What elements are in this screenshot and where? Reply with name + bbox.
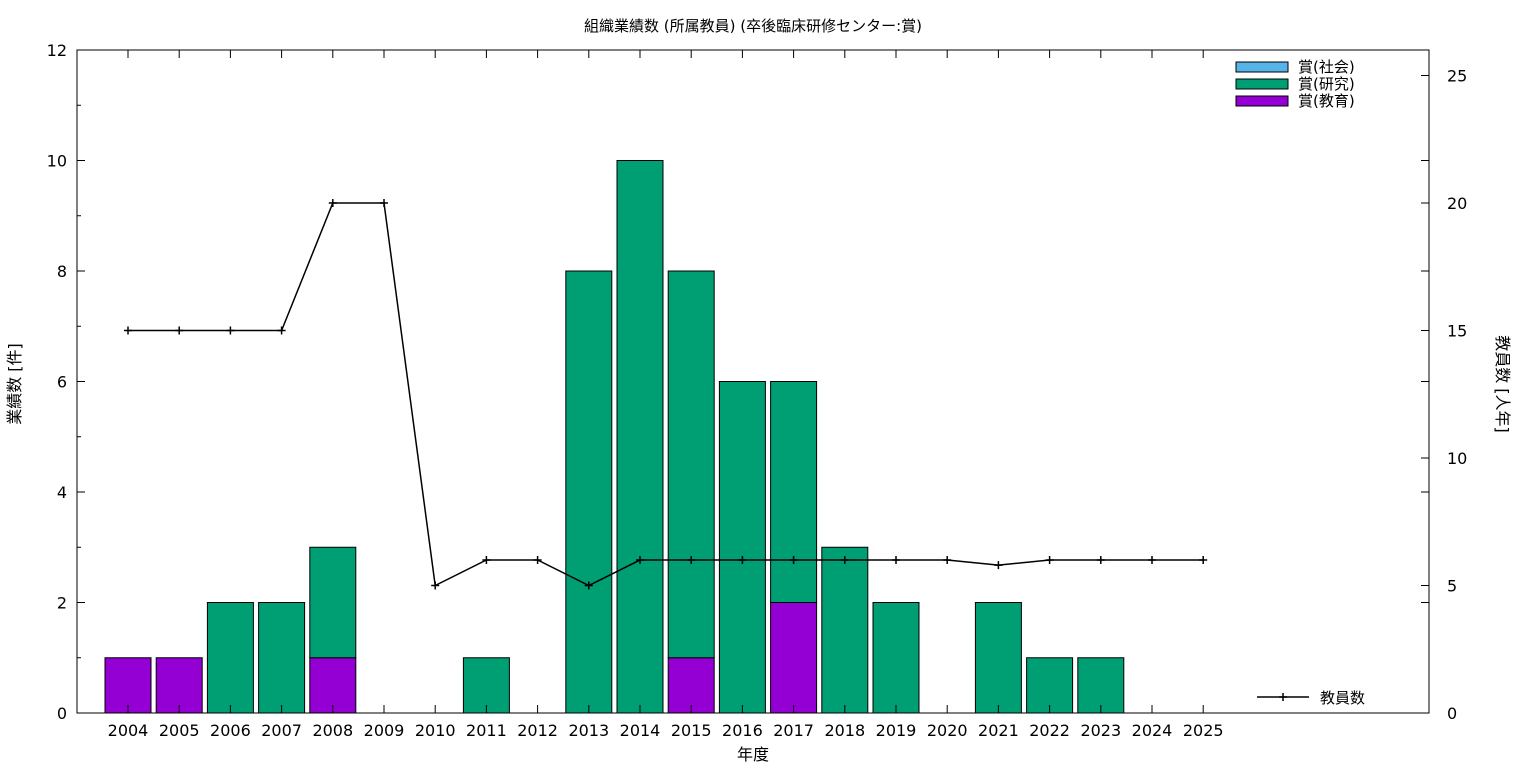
bar: [1077, 657, 1125, 714]
x-tick-label: 2019: [876, 721, 917, 740]
bar: [565, 270, 613, 714]
x-tick-label: 2020: [927, 721, 968, 740]
bar: [155, 657, 203, 714]
legend: 賞(社会)賞(研究)賞(教育) 教員数: [1235, 58, 1365, 707]
line-point: [636, 556, 644, 564]
line-point: [840, 556, 849, 564]
legend-label: 賞(教育): [1298, 92, 1355, 110]
y2-tick-label: 5: [1447, 577, 1457, 596]
bar: [1026, 657, 1074, 714]
x-tick-label: 2021: [978, 721, 1019, 740]
bar: [770, 381, 818, 603]
plot-area: [104, 160, 1208, 714]
x-tick-label: 2017: [773, 721, 814, 740]
line-point: [124, 326, 132, 335]
y-tick-label: 6: [57, 373, 67, 392]
y-tick-label: 10: [47, 152, 67, 171]
line-point: [789, 556, 798, 564]
line-point: [482, 556, 491, 564]
x-tick-label: 2018: [824, 721, 865, 740]
x-tick-label: 2024: [1132, 721, 1173, 740]
line-point: [175, 326, 184, 335]
line-point: [328, 199, 337, 207]
legend-swatch: [1235, 78, 1289, 90]
x-tick-label: 2004: [108, 721, 149, 740]
y-tick-label: 8: [57, 262, 67, 281]
legend-swatch: [1235, 95, 1289, 107]
x-tick-label: 2006: [210, 721, 251, 740]
x-tick-label: 2012: [517, 721, 558, 740]
x-axis: 2004 2005 2006 2007 2008 2009 2010 2011 2012 2013…: [108, 50, 1224, 740]
x-tick-label: 2011: [466, 721, 507, 740]
x-tick-label: 2005: [159, 721, 200, 740]
bar: [667, 657, 715, 714]
y-axis-right: 0 5 10 15 20 25: [1421, 67, 1467, 723]
x-tick-label: 2010: [415, 721, 456, 740]
legend-swatch: [1235, 61, 1289, 73]
x-tick-label: 2009: [364, 721, 405, 740]
y2-tick-label: 0: [1447, 704, 1457, 723]
y-tick-label: 12: [47, 41, 67, 60]
bar: [872, 602, 920, 714]
x-axis-label: 年度: [737, 745, 769, 764]
line-point: [380, 199, 388, 207]
bar: [462, 657, 510, 714]
line-point: [738, 556, 747, 564]
x-tick-label: 2022: [1029, 721, 1070, 740]
y2-tick-label: 10: [1447, 449, 1467, 468]
legend-line-label: 教員数: [1320, 689, 1365, 707]
legend-label: 賞(研究): [1298, 75, 1355, 93]
plot-frame: [76, 49, 1430, 714]
line-series: [128, 202, 1204, 587]
bar: [616, 160, 664, 714]
line-point: [584, 581, 593, 590]
line-point: [892, 556, 900, 564]
y2-tick-label: 25: [1447, 67, 1467, 86]
line-point: [1096, 556, 1105, 564]
line-point: [1199, 556, 1208, 564]
bar: [821, 546, 869, 714]
chart-title: 組織業績数 (所属教員) (卒後臨床研修センター:賞): [584, 17, 922, 35]
y2-tick-label: 15: [1447, 322, 1467, 341]
x-tick-label: 2014: [620, 721, 661, 740]
line-point: [533, 556, 542, 564]
x-tick-label: 2015: [671, 721, 712, 740]
x-tick-label: 2025: [1183, 721, 1224, 740]
y-tick-label: 4: [57, 483, 67, 502]
y-axis-left: 0 2 4 6 8 10 12: [47, 41, 1429, 723]
x-tick-label: 2016: [722, 721, 763, 740]
line-point: [687, 556, 696, 564]
bar: [309, 546, 357, 659]
x-tick-label: 2007: [261, 721, 302, 740]
line-point: [1045, 556, 1054, 564]
y-tick-label: 0: [57, 704, 67, 723]
bar: [974, 602, 1022, 714]
x-tick-label: 2013: [568, 721, 609, 740]
line-point: [431, 581, 440, 590]
line-point: [994, 561, 1003, 570]
line-point: [1148, 556, 1156, 564]
bar: [309, 657, 357, 714]
line-point: [226, 326, 235, 335]
x-tick-label: 2023: [1080, 721, 1121, 740]
bar: [770, 602, 818, 714]
bar: [718, 381, 766, 714]
line-point: [943, 556, 952, 564]
y2-axis-label: 教員数 [人年]: [1493, 335, 1512, 433]
bar: [104, 657, 152, 714]
y2-tick-label: 20: [1447, 194, 1467, 213]
y-tick-label: 2: [57, 594, 67, 613]
x-tick-label: 2008: [312, 721, 353, 740]
legend-label: 賞(社会): [1298, 58, 1355, 76]
bar: [667, 270, 715, 659]
line-point: [277, 326, 286, 335]
bar: [258, 602, 306, 714]
bar: [206, 602, 254, 714]
y-axis-label: 業績数 [件]: [5, 343, 24, 425]
legend-line-marker: [1279, 693, 1287, 701]
